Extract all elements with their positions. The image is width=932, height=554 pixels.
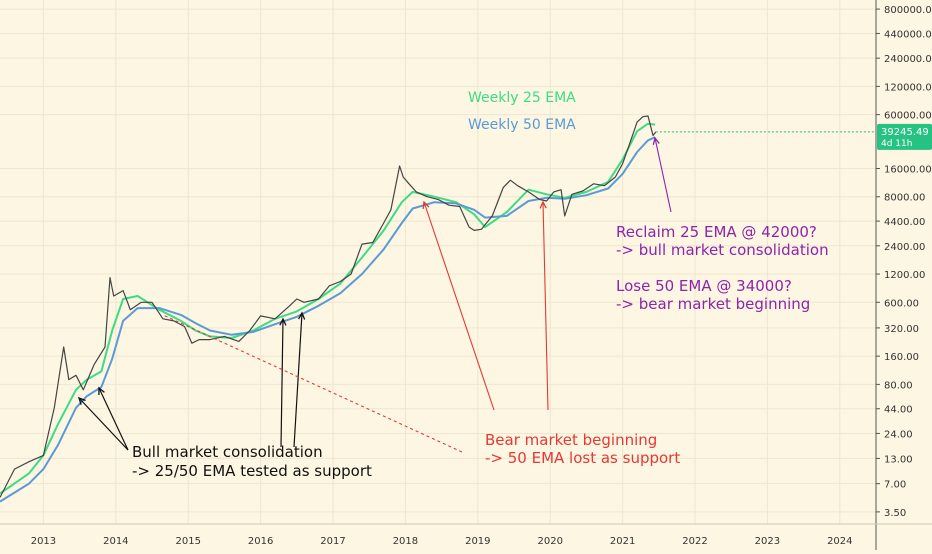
price-tick-label: 7.00 <box>884 480 906 491</box>
time-tick-label: 2023 <box>755 536 780 547</box>
bear-arrow <box>162 314 463 453</box>
time-tick-label: 2020 <box>537 536 562 547</box>
price-tick-label: 24.00 <box>884 429 913 440</box>
bull-arrowhead <box>98 386 105 396</box>
bull-arrow <box>293 312 303 448</box>
bull-arrow <box>78 397 129 451</box>
price-tick-label: 16000.00 <box>884 164 932 175</box>
bull-arrowhead <box>298 311 306 320</box>
current-price-tag <box>877 123 932 150</box>
legend-label: Weekly 50 EMA <box>468 117 576 133</box>
current-price-label: 39245.49 <box>881 127 929 138</box>
series-line-1 <box>0 136 656 503</box>
time-tick-label: 2014 <box>103 536 128 547</box>
outlook-arrow <box>654 137 672 213</box>
annotation-bull-line: Bull market consolidation <box>132 443 323 461</box>
legend-label: Weekly 25 EMA <box>468 90 576 106</box>
time-tick-label: 2015 <box>176 536 201 547</box>
annotation-text: Weekly 25 EMA Weekly 50 EMA Bull market co… <box>132 90 829 480</box>
price-tick-label: 320.00 <box>884 324 919 335</box>
price-tick-label: 1200.00 <box>884 270 925 281</box>
annotation-outlook-line: -> bull market consolidation <box>616 241 829 259</box>
time-tick-label: 2016 <box>248 536 273 547</box>
outlook-arrowhead <box>652 136 660 145</box>
price-tick-label: 800000.00 <box>884 5 932 16</box>
time-tick-label: 2017 <box>320 536 345 547</box>
gridlines <box>0 0 876 524</box>
price-tick-label: 13.00 <box>884 454 913 465</box>
price-tick-label: 44.00 <box>884 405 913 416</box>
bull-arrowhead <box>77 396 86 405</box>
time-tick-label: 2021 <box>610 536 635 547</box>
price-tick-label: 160.00 <box>884 352 919 363</box>
time-tick-label: 2013 <box>31 536 56 547</box>
annotation-outlook-line: -> bear market beginning <box>616 295 810 313</box>
bull-arrow <box>98 387 129 451</box>
annotation-bull-line: -> 25/50 EMA tested as support <box>132 462 372 480</box>
price-tick-label: 4400.00 <box>884 217 925 228</box>
annotation-bear-line: -> 50 EMA lost as support <box>485 449 680 467</box>
annotation-arrows <box>77 136 672 453</box>
time-tick-label: 2019 <box>465 536 490 547</box>
price-tick-label: 440000.00 <box>884 29 932 40</box>
bear-arrowhead <box>422 200 430 210</box>
time-tick-label: 2018 <box>393 536 418 547</box>
price-tick-label: 120000.00 <box>884 82 932 93</box>
bear-arrow <box>423 201 495 411</box>
price-tick-label: 2400.00 <box>884 242 925 253</box>
price-tick-label: 600.00 <box>884 298 919 309</box>
price-tick-label: 240000.00 <box>884 54 932 65</box>
price-tick-label: 80.00 <box>884 380 913 391</box>
series-line-2 <box>0 115 657 498</box>
annotation-bear-line: Bear market beginning <box>485 431 657 449</box>
current-price-countdown: 4d 11h <box>881 139 912 149</box>
series-layer <box>0 115 876 503</box>
bear-arrow <box>542 201 549 411</box>
annotation-outlook-line: Lose 50 EMA @ 34000? <box>616 277 792 295</box>
price-tick-label: 60000.00 <box>884 111 932 122</box>
bull-arrowhead <box>279 317 287 326</box>
time-tick-label: 2022 <box>682 536 707 547</box>
bull-arrow <box>280 318 284 448</box>
annotation-outlook-line: Reclaim 25 EMA @ 42000? <box>616 223 817 241</box>
bear-arrowhead <box>539 200 547 209</box>
price-tick-label: 3.50 <box>884 508 906 519</box>
time-tick-label: 2024 <box>827 536 852 547</box>
price-tick-label: 8000.00 <box>884 193 925 204</box>
